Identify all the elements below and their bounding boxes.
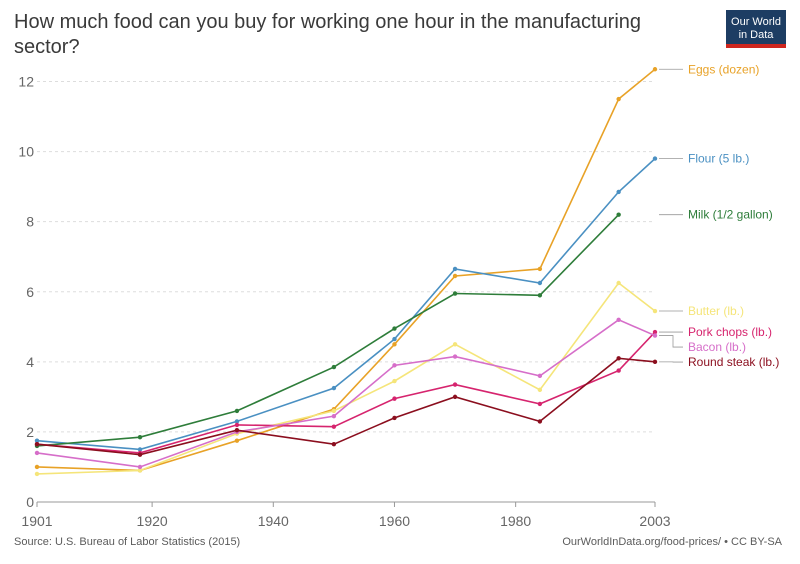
data-point-pork-chops-lb[interactable] bbox=[652, 329, 658, 335]
data-point-flour-5-lb[interactable] bbox=[137, 447, 143, 452]
data-point-bacon-lb[interactable] bbox=[452, 354, 458, 359]
data-point-flour-5-lb[interactable] bbox=[652, 156, 658, 161]
y-tick-label: 4 bbox=[26, 354, 34, 370]
data-point-pork-chops-lb[interactable] bbox=[537, 401, 543, 407]
data-point-eggs-dozen[interactable] bbox=[234, 438, 240, 443]
data-point-milk-1-2-gallon[interactable] bbox=[452, 291, 458, 296]
data-point-bacon-lb[interactable] bbox=[137, 464, 143, 470]
series-label-flour-5-lb: Flour (5 lb.) bbox=[688, 152, 749, 166]
data-point-butter-lb[interactable] bbox=[652, 308, 658, 314]
data-point-round-steak-lb[interactable] bbox=[137, 452, 143, 457]
data-point-round-steak-lb[interactable] bbox=[234, 427, 240, 433]
data-point-butter-lb[interactable] bbox=[331, 408, 337, 414]
data-point-milk-1-2-gallon[interactable] bbox=[331, 364, 337, 370]
data-point-flour-5-lb[interactable] bbox=[392, 336, 397, 342]
data-point-eggs-dozen[interactable] bbox=[537, 266, 543, 272]
x-tick-label: 1940 bbox=[258, 513, 289, 529]
data-point-pork-chops-lb[interactable] bbox=[392, 396, 397, 401]
data-point-milk-1-2-gallon[interactable] bbox=[537, 293, 543, 298]
grid-lines bbox=[37, 81, 655, 433]
y-tick-label: 10 bbox=[18, 144, 34, 160]
data-point-pork-chops-lb[interactable] bbox=[616, 368, 621, 373]
y-tick-label: 8 bbox=[26, 214, 34, 230]
data-point-bacon-lb[interactable] bbox=[34, 450, 40, 456]
series-label-pork-chops-lb: Pork chops (lb.) bbox=[688, 325, 772, 339]
data-point-bacon-lb[interactable] bbox=[331, 413, 337, 419]
source-note: Source: U.S. Bureau of Labor Statistics … bbox=[14, 536, 241, 548]
data-point-eggs-dozen[interactable] bbox=[452, 273, 458, 279]
data-point-butter-lb[interactable] bbox=[34, 471, 40, 477]
series-label-milk-1-2-gallon: Milk (1/2 gallon) bbox=[688, 208, 773, 222]
data-point-eggs-dozen[interactable] bbox=[34, 464, 40, 470]
x-axis: 1901 1920 1940 1960 1980 2003 bbox=[21, 501, 671, 529]
credit-link[interactable]: OurWorldInData.org/food-prices/ • CC BY-… bbox=[562, 536, 782, 548]
data-point-pork-chops-lb[interactable] bbox=[452, 382, 458, 387]
data-point-flour-5-lb[interactable] bbox=[34, 438, 40, 443]
label-connector bbox=[659, 335, 683, 348]
data-point-milk-1-2-gallon[interactable] bbox=[234, 408, 240, 414]
data-point-eggs-dozen[interactable] bbox=[652, 67, 658, 72]
y-tick-label: 2 bbox=[26, 424, 34, 440]
data-point-flour-5-lb[interactable] bbox=[616, 189, 621, 195]
data-point-pork-chops-lb[interactable] bbox=[331, 424, 337, 429]
series-line-eggs-dozen[interactable] bbox=[36, 68, 656, 472]
series-label-eggs-dozen: Eggs (dozen) bbox=[688, 62, 759, 76]
data-point-round-steak-lb[interactable] bbox=[34, 441, 40, 447]
logo-accent-bar bbox=[726, 44, 786, 48]
data-point-pork-chops-lb[interactable] bbox=[234, 422, 240, 428]
series-label-butter-lb: Butter (lb.) bbox=[688, 304, 744, 318]
data-point-round-steak-lb[interactable] bbox=[331, 441, 337, 447]
x-tick-label: 1960 bbox=[379, 513, 410, 529]
data-point-bacon-lb[interactable] bbox=[537, 373, 543, 379]
series-lines bbox=[34, 67, 658, 477]
data-point-butter-lb[interactable] bbox=[537, 387, 543, 393]
x-tick-label: 2003 bbox=[639, 513, 670, 529]
chart-title: How much food can you buy for working on… bbox=[14, 11, 642, 58]
data-point-flour-5-lb[interactable] bbox=[234, 419, 240, 424]
data-point-flour-5-lb[interactable] bbox=[537, 280, 543, 286]
series-line-bacon-lb[interactable] bbox=[36, 318, 656, 468]
data-point-eggs-dozen[interactable] bbox=[392, 342, 397, 347]
data-point-eggs-dozen[interactable] bbox=[616, 96, 621, 102]
logo-text-line1: Our World bbox=[731, 16, 781, 28]
series-line-pork-chops-lb[interactable] bbox=[36, 331, 656, 454]
series-label-bacon-lb: Bacon (lb.) bbox=[688, 340, 746, 354]
data-point-butter-lb[interactable] bbox=[137, 468, 143, 473]
data-point-milk-1-2-gallon[interactable] bbox=[137, 434, 143, 440]
data-point-round-steak-lb[interactable] bbox=[537, 419, 543, 424]
data-point-bacon-lb[interactable] bbox=[652, 333, 658, 338]
series-labels: Eggs (dozen) Flour (5 lb.) Milk (1/2 gallo… bbox=[659, 62, 779, 369]
data-point-milk-1-2-gallon[interactable] bbox=[392, 326, 397, 331]
data-point-milk-1-2-gallon[interactable] bbox=[616, 212, 621, 217]
x-tick-label: 1980 bbox=[500, 513, 531, 529]
data-point-bacon-lb[interactable] bbox=[392, 363, 397, 368]
data-point-flour-5-lb[interactable] bbox=[331, 385, 337, 391]
logo-text-line2: in Data bbox=[738, 29, 774, 41]
x-tick-label: 1901 bbox=[21, 513, 52, 529]
x-tick-label: 1920 bbox=[137, 513, 168, 529]
data-point-butter-lb[interactable] bbox=[452, 342, 458, 347]
y-tick-label: 0 bbox=[26, 494, 34, 510]
series-label-round-steak-lb: Round steak (lb.) bbox=[688, 355, 779, 369]
owid-logo[interactable]: Our World in Data bbox=[726, 10, 786, 48]
y-tick-label: 12 bbox=[18, 74, 34, 90]
data-point-flour-5-lb[interactable] bbox=[452, 266, 458, 272]
y-tick-label: 6 bbox=[26, 284, 34, 300]
data-point-butter-lb[interactable] bbox=[392, 378, 397, 384]
series-line-milk-1-2-gallon[interactable] bbox=[36, 214, 620, 447]
data-point-butter-lb[interactable] bbox=[616, 280, 621, 286]
data-point-round-steak-lb[interactable] bbox=[616, 356, 621, 361]
data-point-round-steak-lb[interactable] bbox=[452, 394, 458, 400]
data-point-round-steak-lb[interactable] bbox=[652, 359, 658, 365]
y-axis-ticks: 0 2 4 6 8 10 12 bbox=[18, 74, 34, 510]
data-point-round-steak-lb[interactable] bbox=[392, 415, 397, 421]
data-point-bacon-lb[interactable] bbox=[616, 317, 621, 322]
